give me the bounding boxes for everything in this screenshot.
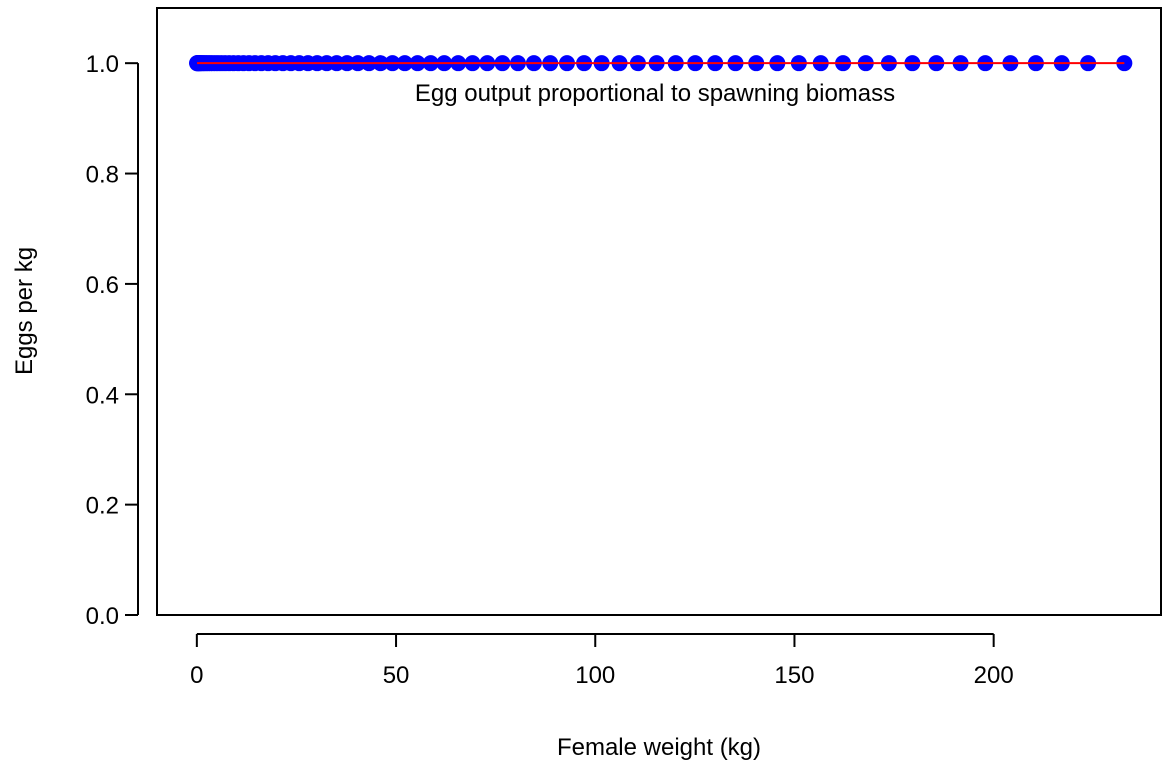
plot-frame: [156, 7, 1162, 616]
annotation-text: Egg output proportional to spawning biom…: [415, 80, 895, 107]
y-axis-title: Eggs per kg: [11, 247, 38, 375]
series-layer: [189, 55, 1133, 72]
x-tick-label: 200: [974, 662, 1014, 689]
y-tick-label: 0.2: [86, 493, 119, 520]
x-axis-title: Female weight (kg): [557, 734, 761, 761]
y-tick-label: 0.0: [86, 603, 119, 630]
x-axis: 0 50 100 150 200: [190, 633, 1014, 689]
y-tick-label: 0.6: [86, 272, 119, 299]
y-tick-label: 0.8: [86, 162, 119, 189]
x-tick-label: 100: [575, 662, 615, 689]
x-tick-label: 150: [774, 662, 814, 689]
x-tick-label: 50: [383, 662, 410, 689]
y-tick-label: 1.0: [86, 51, 119, 78]
y-tick-label: 0.4: [86, 382, 119, 409]
x-tick-label: 0: [190, 662, 203, 689]
y-axis: 0.0 0.2 0.4 0.6 0.8 1.0: [86, 51, 139, 630]
